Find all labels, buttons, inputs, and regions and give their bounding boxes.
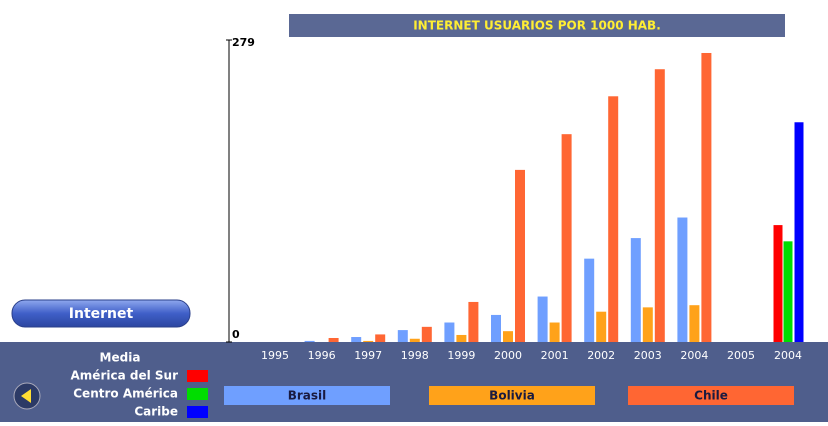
bar <box>584 258 595 342</box>
legend-label[interactable]: Chile <box>694 389 728 403</box>
x-tick-label: 2004 <box>680 349 708 362</box>
bar <box>444 322 455 342</box>
y-tick-label: 279 <box>232 36 255 49</box>
x-tick-label: 1996 <box>308 349 336 362</box>
bar <box>304 340 315 342</box>
media-bar <box>783 241 793 342</box>
legend-button[interactable] <box>224 386 390 405</box>
bar <box>503 331 513 342</box>
bar <box>596 311 607 342</box>
legend-button[interactable] <box>429 386 595 405</box>
bar <box>515 169 525 342</box>
bar <box>421 326 432 342</box>
x-tick-label: 1997 <box>354 349 382 362</box>
x-tick-label: 2005 <box>727 349 755 362</box>
bar <box>363 340 374 342</box>
media-title: Media <box>100 351 141 365</box>
x-tick-label: 2002 <box>587 349 615 362</box>
media-bar <box>773 225 783 342</box>
x-tick-label: 2000 <box>494 349 522 362</box>
bar <box>537 296 548 342</box>
media-legend-label: Centro América <box>73 387 178 401</box>
internet-button[interactable] <box>11 299 191 328</box>
x-tick-label: 1999 <box>447 349 475 362</box>
back-arrow[interactable] <box>21 389 31 403</box>
media-legend-label: Caribe <box>134 405 178 419</box>
y-tick-label: 0 <box>232 328 240 341</box>
bar <box>608 96 619 342</box>
media-bar <box>794 122 804 343</box>
bar <box>468 301 479 342</box>
bar <box>375 334 386 342</box>
bar <box>351 337 362 342</box>
x-tick-label: 1995 <box>261 349 289 362</box>
bar <box>642 307 653 342</box>
internet-button-label[interactable]: Internet <box>69 306 134 322</box>
media-legend-swatch <box>187 406 208 418</box>
media-legend-swatch <box>187 370 208 382</box>
x-tick-label: 2001 <box>541 349 569 362</box>
bar <box>701 52 712 342</box>
bar <box>409 338 420 342</box>
bar <box>677 217 688 342</box>
media-legend-label: América del Sur <box>71 369 179 383</box>
legend-label[interactable]: Bolivia <box>489 389 535 403</box>
x-tick-label: 2004 <box>774 349 802 362</box>
title-bar <box>289 14 785 37</box>
bar <box>397 330 408 342</box>
chart-title: INTERNET USUARIOS POR 1000 HAB. <box>413 19 661 33</box>
bar <box>491 314 501 342</box>
legend-label[interactable]: Brasil <box>288 389 327 403</box>
bar <box>630 238 641 342</box>
x-tick-label: 1998 <box>401 349 429 362</box>
bar <box>689 305 700 342</box>
bar <box>328 337 339 342</box>
legend-button[interactable] <box>628 386 794 405</box>
bar <box>561 134 572 342</box>
media-legend-swatch <box>187 388 208 400</box>
x-tick-label: 2003 <box>634 349 662 362</box>
bar <box>456 334 467 342</box>
bar <box>654 69 665 343</box>
bottom-panel <box>0 342 828 422</box>
bar <box>549 322 560 342</box>
